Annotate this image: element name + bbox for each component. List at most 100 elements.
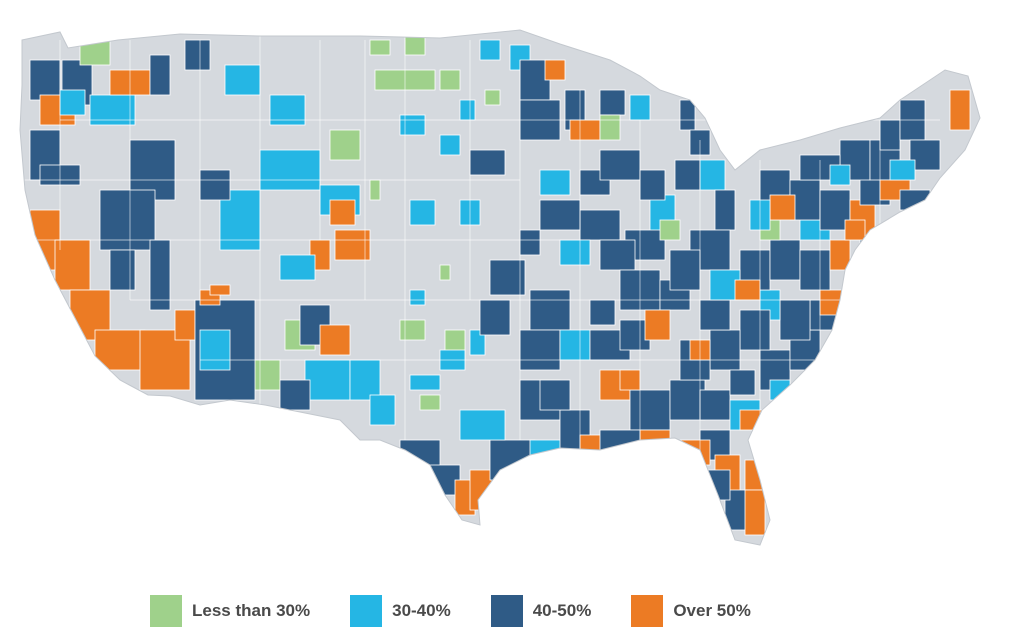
county-patch <box>639 429 671 456</box>
county-patch <box>599 114 621 141</box>
legend-label: 30-40% <box>392 601 451 620</box>
county-patch <box>669 379 706 421</box>
county-patch <box>629 94 651 121</box>
county-patch <box>149 54 171 96</box>
county-patch <box>559 239 591 266</box>
county-patch <box>489 259 526 296</box>
county-patch <box>599 149 641 181</box>
county-patch <box>739 309 771 351</box>
county-patch <box>674 159 701 191</box>
county-patch <box>479 299 511 336</box>
county-patch <box>184 39 211 71</box>
county-patch <box>469 329 486 356</box>
county-patch <box>439 69 461 91</box>
county-patch <box>879 119 901 151</box>
county-patch <box>519 229 541 256</box>
county-patch <box>699 159 726 191</box>
county-patch <box>479 39 501 61</box>
county-patch <box>269 94 306 126</box>
county-patch <box>94 329 146 371</box>
county-patch <box>224 64 261 96</box>
county-patch <box>589 299 616 326</box>
legend-item-30-40: 30-40% <box>350 595 451 627</box>
county-patch <box>769 194 796 221</box>
county-patch <box>459 99 476 121</box>
county-patch <box>399 319 426 341</box>
county-patch <box>769 239 801 281</box>
county-patch <box>279 254 316 281</box>
county-patch <box>409 289 426 306</box>
county-patch <box>279 379 311 411</box>
legend-item-less-than-30: Less than 30% <box>150 595 310 627</box>
county-patch <box>799 249 831 291</box>
county-patch <box>29 59 61 101</box>
county-patch <box>699 299 731 331</box>
legend-swatch-green <box>150 595 182 627</box>
county-patch <box>529 289 571 331</box>
county-patch <box>439 134 461 156</box>
county-patch <box>369 394 396 426</box>
county-patch <box>519 329 561 371</box>
county-patch <box>859 239 881 261</box>
county-patch <box>334 229 371 261</box>
county-patch <box>539 199 581 231</box>
county-patch <box>744 489 766 536</box>
county-patch <box>659 219 681 241</box>
county-patch <box>639 169 666 201</box>
county-patch <box>739 409 766 431</box>
county-patch <box>484 89 501 106</box>
county-patch <box>659 459 686 481</box>
county-patch <box>304 359 351 401</box>
county-patch <box>844 219 866 241</box>
county-patch <box>349 359 381 401</box>
county-patch <box>369 39 391 56</box>
county-patch <box>419 394 441 411</box>
county-patch <box>329 199 356 226</box>
county-patch <box>59 89 86 116</box>
legend-label: Over 50% <box>673 601 751 620</box>
county-patch <box>319 324 351 356</box>
county-patch <box>539 169 571 196</box>
county-patch <box>599 89 626 116</box>
us-coastline <box>19 29 981 546</box>
county-patch <box>769 379 791 401</box>
county-patch <box>559 329 591 361</box>
county-patch <box>469 149 506 176</box>
county-patch <box>99 189 156 251</box>
county-patch <box>599 239 636 271</box>
legend-swatch-light-blue <box>350 595 383 627</box>
county-patch <box>579 209 621 241</box>
county-patch <box>54 239 91 291</box>
county-patch <box>399 114 426 136</box>
county-patch <box>544 59 566 81</box>
county-patch <box>714 189 736 231</box>
legend-label: 40-50% <box>532 601 592 620</box>
county-patch <box>619 369 641 391</box>
county-patch <box>369 179 381 201</box>
county-patch <box>679 439 711 466</box>
county-patch <box>569 119 601 141</box>
county-patch <box>709 329 741 371</box>
county-patch <box>259 149 321 191</box>
county-patch <box>329 129 361 161</box>
county-patch <box>109 249 136 291</box>
county-patch <box>669 249 701 291</box>
us-map-svg <box>19 29 981 546</box>
legend-swatch-dark-blue <box>490 595 523 627</box>
county-patch <box>439 264 451 281</box>
county-patch <box>209 284 231 296</box>
legend-item-40-50: 40-50% <box>490 595 592 627</box>
county-patch <box>459 409 506 441</box>
legend-label: Less than 30% <box>192 601 311 620</box>
legend-item-over-50: Over 50% <box>631 595 751 627</box>
county-patch <box>409 374 441 391</box>
county-patch <box>729 369 756 396</box>
county-patch <box>699 469 731 501</box>
county-patch <box>949 89 971 131</box>
county-patch <box>199 169 231 201</box>
legend: Less than 30% 30-40% 40-50% Over 50% <box>150 594 751 628</box>
county-patch <box>589 459 621 486</box>
county-patch <box>644 309 671 341</box>
county-patch <box>779 299 811 341</box>
county-patch <box>539 379 571 411</box>
